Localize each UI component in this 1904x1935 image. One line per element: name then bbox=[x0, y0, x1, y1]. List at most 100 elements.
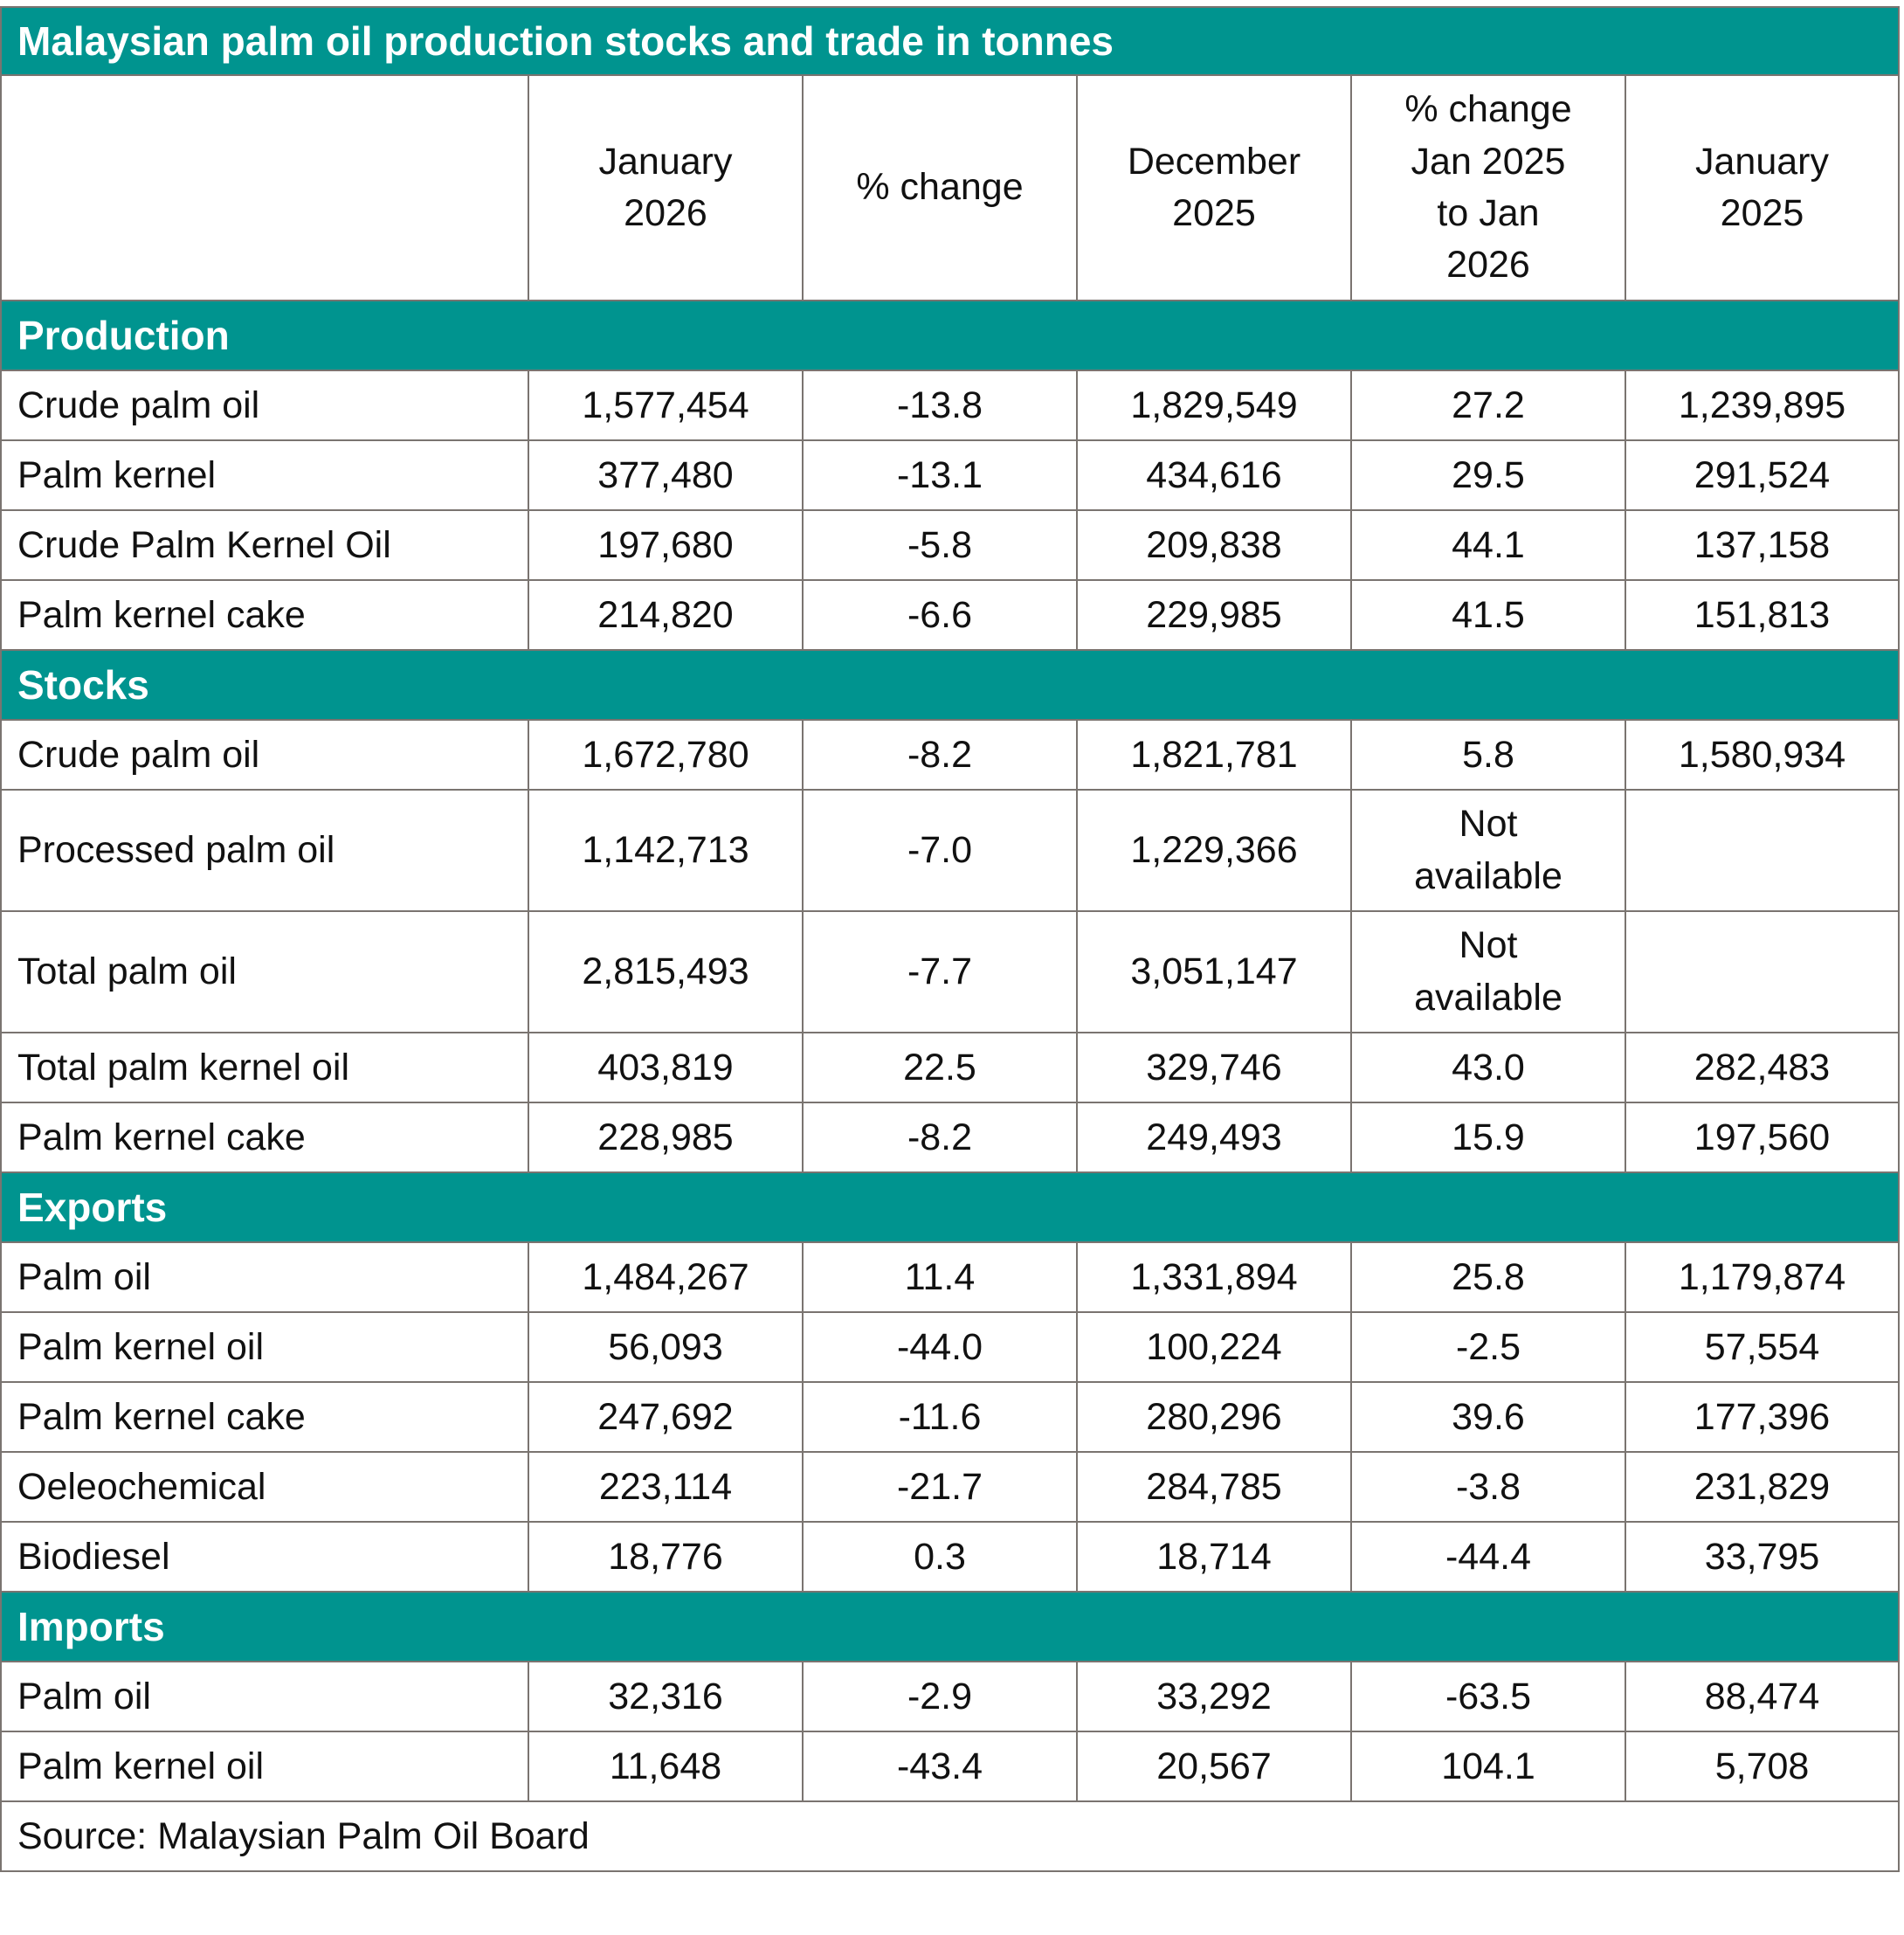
row-label: Crude Palm Kernel Oil bbox=[0, 509, 529, 581]
cell-value: 2,815,493 bbox=[528, 910, 804, 1033]
row-label: Palm kernel cake bbox=[0, 1381, 529, 1453]
cell-value bbox=[1624, 789, 1901, 912]
row-label: Biodiesel bbox=[0, 1521, 529, 1593]
table-row: Crude Palm Kernel Oil 197,680 -5.8 209,838 4… bbox=[0, 509, 1901, 581]
cell-value: -21.7 bbox=[802, 1451, 1078, 1523]
cell-value: -8.2 bbox=[802, 1102, 1078, 1173]
source-row: Source: Malaysian Palm Oil Board bbox=[0, 1800, 1901, 1872]
cell-value: 20,567 bbox=[1076, 1731, 1352, 1802]
row-label: Palm oil bbox=[0, 1241, 529, 1313]
cell-value: 223,114 bbox=[528, 1451, 804, 1523]
cell-value: Not available bbox=[1350, 789, 1626, 912]
section-title: Production bbox=[0, 300, 1901, 371]
table-row: Crude palm oil 1,672,780 -8.2 1,821,781 5.8 1… bbox=[0, 719, 1901, 791]
cell-value: -3.8 bbox=[1350, 1451, 1626, 1523]
cell-value: 15.9 bbox=[1350, 1102, 1626, 1173]
cell-value: 291,524 bbox=[1624, 439, 1901, 511]
cell-value: -44.0 bbox=[802, 1311, 1078, 1383]
table-row: Palm oil 1,484,267 11.4 1,331,894 25.8 1,179,… bbox=[0, 1241, 1901, 1313]
section-row: Production bbox=[0, 300, 1901, 371]
cell-value: 41.5 bbox=[1350, 579, 1626, 651]
cell-value: 247,692 bbox=[528, 1381, 804, 1453]
cell-value: -5.8 bbox=[802, 509, 1078, 581]
cell-value: 197,560 bbox=[1624, 1102, 1901, 1173]
cell-value: -11.6 bbox=[802, 1381, 1078, 1453]
cell-value: 56,093 bbox=[528, 1311, 804, 1383]
cell-value: 25.8 bbox=[1350, 1241, 1626, 1313]
cell-value: 1,179,874 bbox=[1624, 1241, 1901, 1313]
section-title: Stocks bbox=[0, 649, 1901, 721]
table-row: Palm kernel cake 228,985 -8.2 249,493 15.9 19… bbox=[0, 1102, 1901, 1173]
row-label: Palm kernel cake bbox=[0, 1102, 529, 1173]
row-label: Total palm oil bbox=[0, 910, 529, 1033]
cell-value: 1,577,454 bbox=[528, 370, 804, 441]
row-label: Crude palm oil bbox=[0, 370, 529, 441]
cell-value: 11.4 bbox=[802, 1241, 1078, 1313]
cell-value: 18,776 bbox=[528, 1521, 804, 1593]
cell-value: 377,480 bbox=[528, 439, 804, 511]
table-title-row: Malaysian palm oil production stocks and… bbox=[0, 6, 1901, 76]
cell-value: 1,829,549 bbox=[1076, 370, 1352, 441]
row-label: Total palm kernel oil bbox=[0, 1032, 529, 1103]
cell-value: 282,483 bbox=[1624, 1032, 1901, 1103]
cell-value: 197,680 bbox=[528, 509, 804, 581]
cell-value: 18,714 bbox=[1076, 1521, 1352, 1593]
cell-value: 280,296 bbox=[1076, 1381, 1352, 1453]
section-row: Imports bbox=[0, 1591, 1901, 1662]
cell-value: 11,648 bbox=[528, 1731, 804, 1802]
cell-value: 5,708 bbox=[1624, 1731, 1901, 1802]
cell-value: 1,821,781 bbox=[1076, 719, 1352, 791]
cell-value bbox=[1624, 910, 1901, 1033]
cell-value: 137,158 bbox=[1624, 509, 1901, 581]
column-header: January 2025 bbox=[1624, 74, 1901, 301]
table-row: Palm kernel oil 11,648 -43.4 20,567 104.1 5,7… bbox=[0, 1731, 1901, 1802]
cell-value: -63.5 bbox=[1350, 1661, 1626, 1732]
cell-value: 3,051,147 bbox=[1076, 910, 1352, 1033]
row-label: Palm kernel oil bbox=[0, 1311, 529, 1383]
row-label: Palm oil bbox=[0, 1661, 529, 1732]
table-row: Palm kernel oil 56,093 -44.0 100,224 -2.5 57,… bbox=[0, 1311, 1901, 1383]
cell-value: 44.1 bbox=[1350, 509, 1626, 581]
cell-value: 57,554 bbox=[1624, 1311, 1901, 1383]
cell-value: 43.0 bbox=[1350, 1032, 1626, 1103]
cell-value: 27.2 bbox=[1350, 370, 1626, 441]
palm-oil-table: Malaysian palm oil production stocks and… bbox=[0, 6, 1901, 1872]
row-label: Crude palm oil bbox=[0, 719, 529, 791]
column-header: January 2026 bbox=[528, 74, 804, 301]
table-row: Total palm oil 2,815,493 -7.7 3,051,147 Not a… bbox=[0, 910, 1901, 1033]
section-row: Exports bbox=[0, 1171, 1901, 1243]
row-label: Palm kernel cake bbox=[0, 579, 529, 651]
cell-value: 29.5 bbox=[1350, 439, 1626, 511]
row-label: Oeleochemical bbox=[0, 1451, 529, 1523]
column-header: % change bbox=[802, 74, 1078, 301]
cell-value: 39.6 bbox=[1350, 1381, 1626, 1453]
cell-value: Not available bbox=[1350, 910, 1626, 1033]
cell-value: 151,813 bbox=[1624, 579, 1901, 651]
cell-value: -2.9 bbox=[802, 1661, 1078, 1732]
table-row: Palm kernel cake 214,820 -6.6 229,985 41.5 15… bbox=[0, 579, 1901, 651]
cell-value: 1,331,894 bbox=[1076, 1241, 1352, 1313]
column-header: % change Jan 2025 to Jan 2026 bbox=[1350, 74, 1626, 301]
cell-value: 1,229,366 bbox=[1076, 789, 1352, 912]
row-label: Palm kernel oil bbox=[0, 1731, 529, 1802]
cell-value: 209,838 bbox=[1076, 509, 1352, 581]
table-row: Oeleochemical 223,114 -21.7 284,785 -3.8 231,… bbox=[0, 1451, 1901, 1523]
cell-value: 1,484,267 bbox=[528, 1241, 804, 1313]
cell-value: -6.6 bbox=[802, 579, 1078, 651]
section-title: Exports bbox=[0, 1171, 1901, 1243]
cell-value: 22.5 bbox=[802, 1032, 1078, 1103]
cell-value: 329,746 bbox=[1076, 1032, 1352, 1103]
header-blank bbox=[0, 74, 529, 301]
cell-value: 249,493 bbox=[1076, 1102, 1352, 1173]
cell-value: 177,396 bbox=[1624, 1381, 1901, 1453]
table-row: Total palm kernel oil 403,819 22.5 329,746 4… bbox=[0, 1032, 1901, 1103]
cell-value: 33,292 bbox=[1076, 1661, 1352, 1732]
cell-value: 231,829 bbox=[1624, 1451, 1901, 1523]
cell-value: 104.1 bbox=[1350, 1731, 1626, 1802]
table-title: Malaysian palm oil production stocks and… bbox=[0, 6, 1901, 76]
cell-value: 284,785 bbox=[1076, 1451, 1352, 1523]
cell-value: 434,616 bbox=[1076, 439, 1352, 511]
cell-value: -7.0 bbox=[802, 789, 1078, 912]
table-row: Palm kernel cake 247,692 -11.6 280,296 39.6 1… bbox=[0, 1381, 1901, 1453]
table-row: Crude palm oil 1,577,454 -13.8 1,829,549 27.… bbox=[0, 370, 1901, 441]
